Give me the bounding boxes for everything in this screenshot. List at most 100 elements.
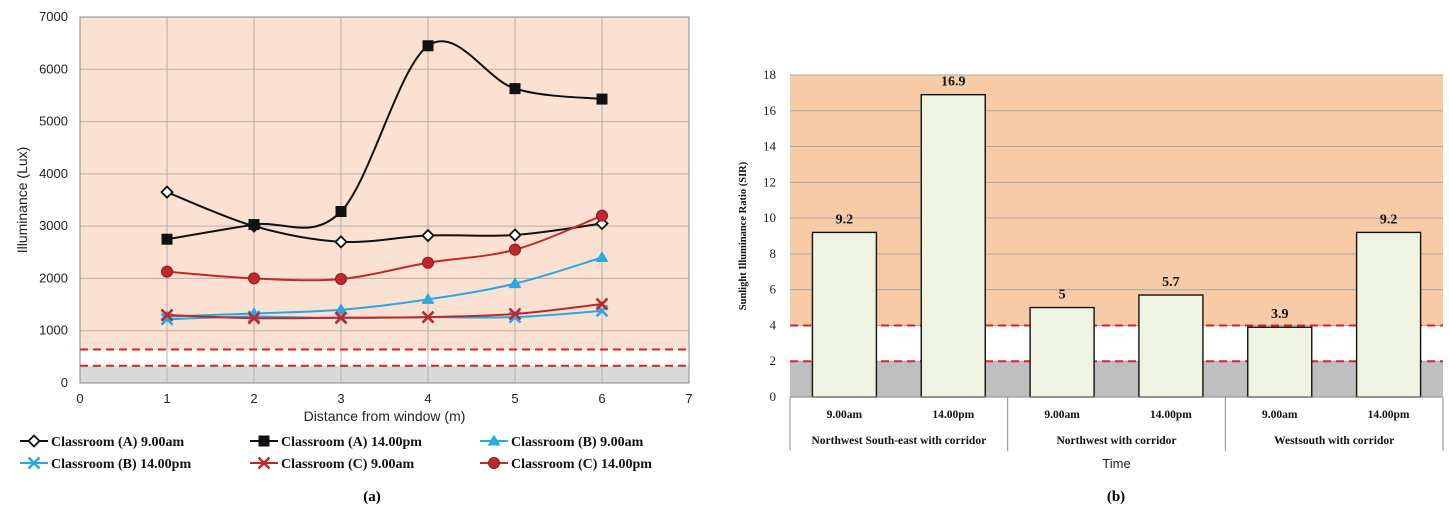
data-point xyxy=(335,272,347,285)
data-label: 3.9 xyxy=(1271,307,1289,322)
y-tick-label: 3000 xyxy=(39,218,68,233)
data-point xyxy=(160,185,174,199)
y-tick-label: 4 xyxy=(770,317,777,332)
bar xyxy=(920,93,986,398)
bar xyxy=(1029,306,1095,398)
data-point xyxy=(334,311,348,325)
data-point xyxy=(334,303,348,315)
data-point xyxy=(335,206,347,218)
category-label: 9.00am xyxy=(1262,409,1298,421)
x-tick-label: 3 xyxy=(337,391,344,406)
y-tick-label: 2 xyxy=(770,353,777,368)
x-tick-label: 6 xyxy=(598,391,605,406)
y-tick-label: 8 xyxy=(770,246,777,261)
data-label: 5.7 xyxy=(1162,275,1180,290)
category-label: 9.00am xyxy=(827,409,863,421)
legend-label: Classroom (B) 14.00pm xyxy=(51,457,191,472)
data-point xyxy=(334,235,348,249)
background-band xyxy=(790,361,1443,397)
x-axis-title: Distance from window (m) xyxy=(304,408,466,424)
data-point xyxy=(508,277,522,289)
category-label: 9.00am xyxy=(1044,409,1080,421)
background-band xyxy=(80,17,689,350)
data-label: 5 xyxy=(1059,288,1066,303)
x-tick-label: 0 xyxy=(76,391,83,406)
legend-marker xyxy=(27,434,41,448)
data-point xyxy=(421,292,435,304)
x-tick-label: 4 xyxy=(424,391,431,406)
bar xyxy=(1355,231,1422,398)
panel-a-line-chart: 0 1000 2000 3000 4000 5000 6000 7000 0 1 2 3 4 5 6 7 Dis… xyxy=(14,9,693,505)
data-point xyxy=(596,209,608,222)
y-tick-label: 5000 xyxy=(39,114,68,129)
y-tick-label: 7000 xyxy=(39,9,68,24)
data-point xyxy=(247,311,261,325)
panel-label-a: (a) xyxy=(363,489,381,505)
y-tick-label: 6000 xyxy=(39,61,68,76)
x-axis-title: Time xyxy=(1102,456,1130,471)
panel-label-b: (b) xyxy=(1107,489,1125,505)
data-point xyxy=(508,307,522,321)
legend-label: Classroom (B) 9.00am xyxy=(511,435,644,450)
data-point xyxy=(422,256,434,269)
y-tick-label: 16 xyxy=(763,103,777,118)
data-point xyxy=(161,233,173,245)
y-tick-label: 4000 xyxy=(39,166,68,181)
series-line xyxy=(166,256,603,318)
data-point xyxy=(508,228,522,242)
legend-marker xyxy=(487,434,501,446)
legend-label: Classroom (C) 9.00am xyxy=(281,457,414,472)
panel-b-bar-chart: 0 2 4 6 8 10 12 14 16 18 9.2 9.00am 16.9 14.00pm 5 9.00… xyxy=(738,67,1444,505)
y-tick-label: 14 xyxy=(763,139,777,154)
x-tick-label: 7 xyxy=(685,391,692,406)
data-point xyxy=(595,297,609,311)
legend-marker xyxy=(257,456,271,470)
data-point xyxy=(421,228,435,243)
y-tick-label: 10 xyxy=(763,210,776,225)
y-axis-title: Sunlight Illuminance Ratio (SIR) xyxy=(738,161,749,310)
data-point xyxy=(248,219,260,231)
data-point xyxy=(595,251,609,263)
data-point xyxy=(509,243,521,256)
data-point xyxy=(422,40,434,52)
data-point xyxy=(161,265,173,278)
plot-frame xyxy=(79,16,690,384)
category-label: 14.00pm xyxy=(932,409,974,421)
data-point xyxy=(596,93,608,105)
y-tick-label: 6 xyxy=(770,282,777,297)
data-point xyxy=(509,83,521,95)
bar xyxy=(1247,326,1313,398)
data-label: 9.2 xyxy=(836,212,854,227)
series-line xyxy=(166,214,603,282)
x-tick-label: 1 xyxy=(163,391,170,406)
background-band xyxy=(790,325,1443,362)
background-band xyxy=(790,75,1443,326)
y-tick-label: 0 xyxy=(61,375,68,390)
y-tick-label: 2000 xyxy=(39,270,68,285)
background-band xyxy=(80,365,689,383)
group-label: Westsouth with corridor xyxy=(1274,435,1394,447)
series-line xyxy=(166,303,603,320)
data-label: 9.2 xyxy=(1380,212,1398,227)
data-point xyxy=(248,272,260,285)
y-axis-title: Illuminance (Lux) xyxy=(14,147,30,254)
data-label: 16.9 xyxy=(941,75,966,90)
category-label: 14.00pm xyxy=(1150,409,1192,421)
legend-marker xyxy=(258,435,270,447)
y-tick-label: 18 xyxy=(763,67,776,82)
data-point xyxy=(160,308,174,322)
group-label: Northwest South-east with corridor xyxy=(811,435,986,447)
x-tick-label: 5 xyxy=(511,391,518,406)
x-tick-label: 2 xyxy=(250,391,257,406)
y-tick-label: 0 xyxy=(770,389,777,404)
y-tick-label: 1000 xyxy=(39,323,68,338)
legend-label: Classroom (C) 14.00pm xyxy=(511,457,652,472)
series-line xyxy=(166,191,603,244)
data-point xyxy=(421,310,435,324)
bar xyxy=(811,231,878,398)
category-label: 14.00pm xyxy=(1368,409,1410,421)
background-band xyxy=(80,349,689,366)
group-label: Northwest with corridor xyxy=(1056,435,1176,447)
legend-marker xyxy=(488,457,500,469)
